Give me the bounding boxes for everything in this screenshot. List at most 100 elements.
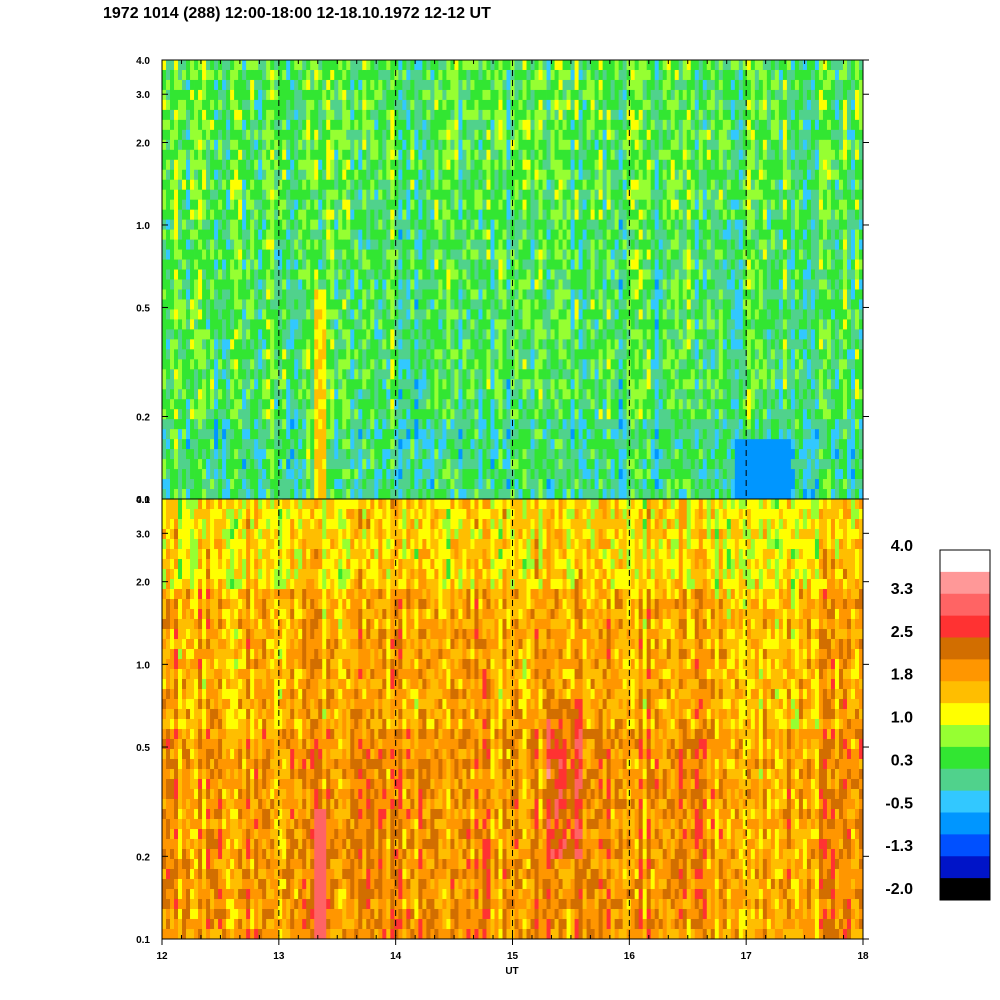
heatmap-cell [350,79,355,91]
heatmap-cell [238,159,243,171]
heatmap-cell [522,259,527,270]
heatmap-cell [610,429,616,440]
heatmap-cell [482,239,487,250]
heatmap-cell [282,249,287,260]
heatmap-cell [534,199,539,211]
heatmap-cell [462,159,467,171]
heatmap-cell [554,319,559,330]
heatmap-cell [166,209,171,221]
heatmap-cell [266,429,271,440]
heatmap-cell [398,60,403,71]
heatmap-cell [214,409,219,420]
heatmap-cell [522,219,527,231]
heatmap-cell [170,279,175,290]
heatmap-cell [406,349,411,360]
heatmap-cell [298,379,303,390]
heatmap-cell [198,309,203,320]
heatmap-cell [170,99,175,111]
heatmap-cell [346,479,351,490]
heatmap-cell [570,329,575,340]
heatmap-cell [494,179,499,191]
heatmap-cell [198,279,203,290]
heatmap-cell [542,389,547,400]
heatmap-cell [514,369,519,380]
heatmap-cell [498,139,503,151]
heatmap-cell [358,79,363,91]
heatmap-cell [442,449,447,460]
heatmap-cell [362,179,367,191]
heatmap-cell [258,309,263,320]
heatmap-cell [246,269,251,280]
heatmap-cell [506,79,511,91]
heatmap-cell [238,189,243,201]
heatmap-cell [486,99,491,111]
heatmap-cell [418,259,423,270]
heatmap-cell [370,189,375,201]
heatmap-cell [610,159,616,171]
heatmap-cell [258,89,263,101]
heatmap-cell [166,239,171,250]
heatmap-cell [194,319,199,330]
heatmap-cell [578,279,583,290]
heatmap-cell [578,319,583,330]
heatmap-cell [502,429,507,440]
heatmap-cell [466,329,471,340]
heatmap-cell [218,69,223,81]
heatmap-cell [238,459,243,470]
heatmap-cell [610,439,616,450]
heatmap-cell [422,449,427,460]
heatmap-cell [606,289,612,300]
heatmap-cell [322,289,327,300]
heatmap-cell [322,349,327,360]
heatmap-cell [254,129,259,141]
heatmap-cell [422,319,427,330]
heatmap-cell [186,249,191,260]
heatmap-cell [250,349,255,360]
heatmap-cell [318,179,323,191]
heatmap-cell [202,89,207,101]
heatmap-cell [606,109,612,121]
heatmap-cell [442,319,447,330]
heatmap-cell [374,229,379,240]
heatmap-cell [478,109,483,121]
heatmap-cell [458,449,463,460]
heatmap-cell [486,339,491,350]
heatmap-cell [594,339,600,350]
heatmap-cell [426,479,431,490]
heatmap-cell [174,159,179,171]
heatmap-cell [342,159,347,171]
heatmap-cell [206,69,211,81]
heatmap-cell [194,329,199,340]
heatmap-cell [178,239,183,250]
heatmap-cell [590,169,596,181]
heatmap-cell [586,60,592,71]
heatmap-cell [254,479,259,490]
heatmap-cell [518,459,523,470]
heatmap-cell [174,119,179,131]
heatmap-cell [558,439,563,450]
heatmap-cell [602,199,608,211]
heatmap-cell [234,289,239,300]
heatmap-cell [178,149,183,161]
heatmap-cell [550,209,555,221]
heatmap-cell [414,469,419,480]
heatmap-cell [278,209,283,221]
heatmap-cell [506,369,511,380]
heatmap-cell [550,60,555,71]
heatmap-cell [162,119,167,131]
heatmap-cell [398,349,403,360]
heatmap-cell [238,60,243,71]
heatmap-cell [282,319,287,330]
heatmap-cell [266,399,271,410]
heatmap-cell [214,379,219,390]
heatmap-cell [598,209,604,221]
heatmap-cell [206,449,211,460]
heatmap-cell [174,89,179,101]
heatmap-cell [382,269,387,280]
heatmap-cell [462,489,467,500]
heatmap-cell [302,349,307,360]
heatmap-cell [406,439,411,450]
heatmap-cell [506,229,511,240]
heatmap-cell [302,129,307,141]
heatmap-cell [198,99,203,111]
